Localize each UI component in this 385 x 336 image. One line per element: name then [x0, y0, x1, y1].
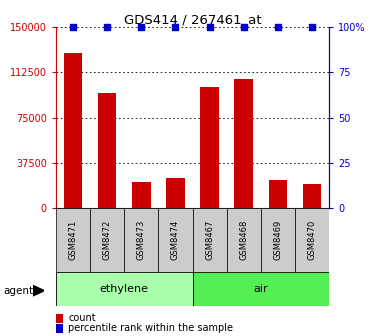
Text: ethylene: ethylene [100, 284, 149, 294]
Text: air: air [254, 284, 268, 294]
Text: GSM8468: GSM8468 [239, 220, 248, 260]
Bar [227, 208, 261, 272]
Bar [56, 272, 192, 306]
Bar [234, 79, 253, 208]
Text: agent: agent [4, 286, 34, 296]
Bar [132, 182, 151, 208]
Point [70, 24, 76, 30]
Point [172, 24, 179, 30]
Bar [64, 53, 82, 208]
Bar [261, 208, 295, 272]
Bar [158, 208, 192, 272]
Bar [98, 93, 117, 208]
Title: GDS414 / 267461_at: GDS414 / 267461_at [124, 13, 261, 26]
Text: GSM8469: GSM8469 [273, 220, 283, 260]
Bar [192, 272, 329, 306]
Text: GSM8470: GSM8470 [308, 220, 316, 260]
Bar [303, 184, 321, 208]
Bar [56, 208, 90, 272]
Bar [192, 208, 227, 272]
Text: GSM8474: GSM8474 [171, 220, 180, 260]
Text: GSM8467: GSM8467 [205, 220, 214, 260]
Text: GSM8472: GSM8472 [102, 220, 112, 260]
Text: GSM8473: GSM8473 [137, 220, 146, 260]
Point [138, 24, 144, 30]
Point [206, 24, 213, 30]
Point [104, 24, 110, 30]
Polygon shape [33, 285, 44, 296]
Text: GSM8471: GSM8471 [69, 220, 77, 260]
Point [309, 24, 315, 30]
Point [241, 24, 247, 30]
Bar [295, 208, 329, 272]
Text: percentile rank within the sample: percentile rank within the sample [68, 323, 233, 333]
Bar [200, 87, 219, 208]
Bar [90, 208, 124, 272]
Bar [124, 208, 158, 272]
Bar [166, 178, 185, 208]
Bar [268, 180, 287, 208]
Text: count: count [68, 313, 96, 323]
Point [275, 24, 281, 30]
